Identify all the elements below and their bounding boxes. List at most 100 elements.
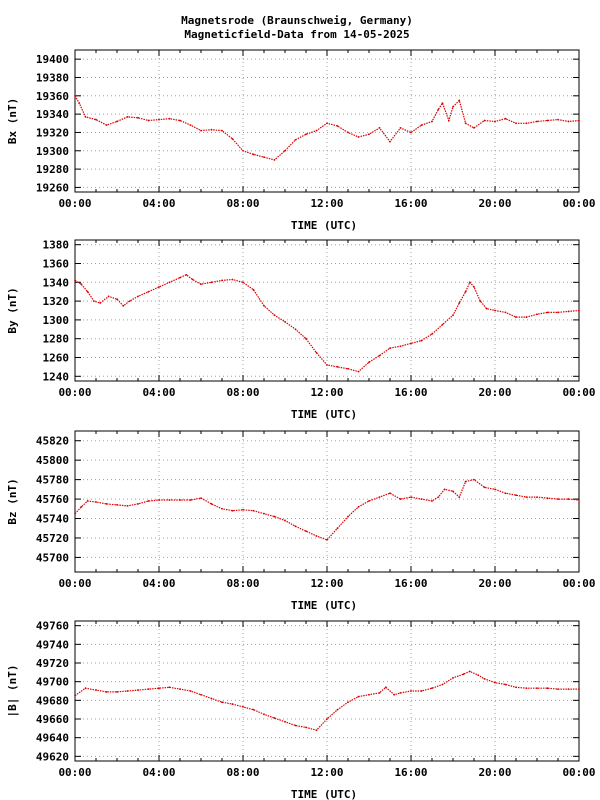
data-point [494,681,496,684]
data-point [189,124,192,127]
data-point [179,499,181,501]
data-point [284,519,286,522]
data-point [242,149,244,152]
data-point [410,690,412,692]
data-point [210,128,213,131]
data-point [284,149,286,152]
data-point [336,125,339,127]
data-point [483,677,486,680]
data-point [122,304,125,307]
data-point [147,290,150,293]
data-point [305,133,307,136]
y-tick-label: 19360 [36,90,69,103]
data-point [185,273,188,276]
data-point [105,691,108,693]
data-point [384,686,387,689]
y-tick-label: 1240 [43,370,70,383]
data-point [74,512,76,515]
y-axis-label: |B| (nT) [6,665,19,718]
data-point [221,279,223,282]
data-point [326,364,328,366]
x-tick-label: 20:00 [478,577,511,590]
data-point [105,503,108,505]
data-point [399,126,402,129]
data-point [473,126,475,129]
x-tick-label: 12:00 [310,577,343,590]
x-tick-label: 08:00 [226,386,259,399]
x-tick-label: 12:00 [310,197,343,210]
data-point [84,687,87,690]
data-point [305,530,307,533]
data-point [525,316,528,318]
y-tick-label: 1300 [43,314,70,327]
data-point [452,677,454,679]
data-point [525,122,528,125]
data-point [80,283,83,286]
x-tick-label: 04:00 [142,197,175,210]
data-point [368,133,370,136]
data-point [452,314,454,317]
y-tick-label: 45760 [36,493,69,506]
x-tick-label: 08:00 [226,197,259,210]
data-point [483,119,486,122]
data-point [420,498,423,500]
data-point [263,713,265,716]
x-tick-label: 00:00 [562,577,595,590]
data-point [80,505,83,508]
data-point [357,695,360,698]
data-point [420,124,423,127]
data-point [525,496,528,499]
data-point [147,500,150,502]
data-point [504,683,507,686]
y-tick-label: 19400 [36,53,69,66]
data-point [74,94,76,97]
data-point [84,115,87,118]
data-point [399,345,402,348]
data-point [284,320,286,323]
data-point [95,689,97,691]
data-point [389,347,391,349]
data-point [263,156,265,159]
data-point [189,690,192,692]
data-point [458,302,461,304]
data-point [231,137,234,140]
x-tick-label: 04:00 [142,386,175,399]
data-point [536,120,538,123]
x-tick-label: 00:00 [562,386,595,399]
y-tick-label: 19300 [36,145,69,158]
data-point [86,500,89,502]
data-point [252,288,255,291]
x-tick-label: 00:00 [562,197,595,210]
data-point [410,496,412,499]
data-point [126,504,129,507]
data-point [126,690,129,692]
data-point [410,342,412,345]
data-point [347,515,349,518]
data-point [464,122,467,125]
data-point [557,118,559,121]
x-tick-label: 08:00 [226,766,259,779]
data-point [452,105,454,108]
data-point [347,367,349,370]
x-tick-label: 00:00 [562,766,595,779]
data-point [431,687,433,690]
data-point [210,281,213,284]
data-point [128,300,131,302]
data-point [221,129,223,132]
data-point [116,691,118,693]
data-point [557,311,559,314]
data-point [567,688,570,691]
data-point [437,496,440,499]
data-point [515,316,517,318]
data-point [515,494,517,497]
data-point [210,503,213,505]
y-tick-label: 49660 [36,713,69,726]
data-point [305,726,307,729]
data-point [231,703,234,705]
y-tick-label: 49760 [36,620,69,633]
data-point [464,480,467,483]
data-point [578,309,580,312]
y-tick-label: 1360 [43,258,70,271]
data-point [200,129,202,132]
data-point [99,302,102,304]
